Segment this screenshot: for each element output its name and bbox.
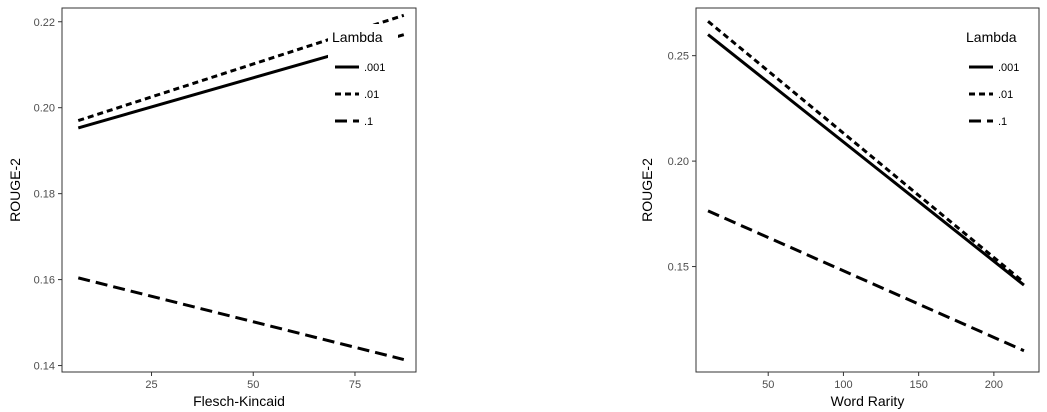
- legend-title: Lambda: [966, 29, 1017, 45]
- y-tick-label: 0.22: [34, 17, 55, 29]
- y-tick-label: 0.14: [34, 361, 55, 373]
- plot-border: [695, 7, 1040, 373]
- legend-label: .001: [998, 62, 1019, 74]
- y-tick-label: 0.20: [668, 156, 689, 168]
- series-line-p1: [707, 209, 1025, 353]
- legend: Lambda .001 .01 .1: [328, 24, 398, 128]
- chart-panel-1: 0.14 0.16 0.18 0.20 0.22 25 50 75 Flesch-Kincaid…: [7, 7, 417, 409]
- legend-background: [962, 24, 1032, 124]
- x-axis-title: Word Rarity: [831, 393, 905, 409]
- series-line-p001: [707, 33, 1025, 287]
- y-tick-label: 0.15: [668, 262, 689, 274]
- legend: Lambda .001 .01 .1: [962, 24, 1032, 128]
- chart-panel-2: 0.15 0.20 0.25 50 100 150 200 Word Rarity ROUGE-…: [639, 7, 1040, 409]
- series-line-p1: [77, 276, 405, 361]
- y-tick-label: 0.18: [34, 189, 55, 201]
- legend-label: .01: [998, 89, 1013, 101]
- y-tick-label: 0.20: [34, 103, 55, 115]
- x-axis-title: Flesch-Kincaid: [193, 393, 285, 409]
- y-axis-title: ROUGE-2: [7, 158, 23, 222]
- x-tick-label: 25: [145, 379, 157, 391]
- legend-title: Lambda: [332, 29, 383, 45]
- x-tick-label: 100: [834, 379, 852, 391]
- series-line-p01: [707, 20, 1025, 284]
- legend-background: [328, 24, 398, 124]
- y-tick-label: 0.16: [34, 275, 55, 287]
- x-tick-label: 75: [349, 379, 361, 391]
- x-tick-label: 50: [762, 379, 774, 391]
- x-tick-label: 150: [909, 379, 927, 391]
- legend-label: .001: [364, 62, 385, 74]
- y-axis-title: ROUGE-2: [639, 158, 655, 222]
- plot-border: [61, 7, 417, 373]
- x-tick-label: 200: [985, 379, 1003, 391]
- legend-label: .1: [998, 116, 1007, 128]
- x-tick-label: 50: [247, 379, 259, 391]
- legend-label: .01: [364, 89, 379, 101]
- y-tick-label: 0.25: [668, 51, 689, 63]
- legend-label: .1: [364, 116, 373, 128]
